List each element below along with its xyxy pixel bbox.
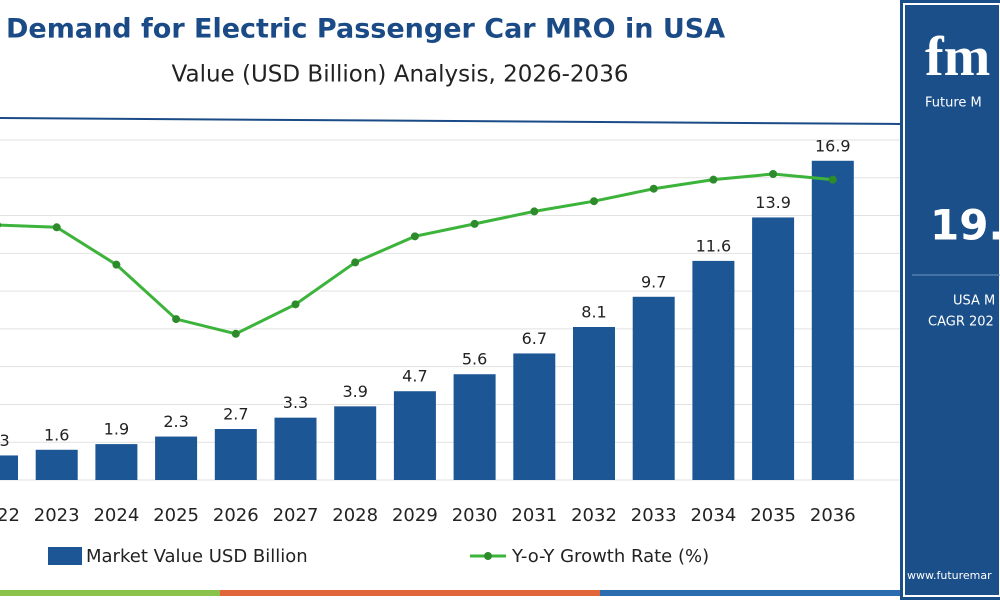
value-label: 5.6 xyxy=(462,350,487,369)
growth-point xyxy=(112,260,121,269)
legend-label: Market Value USD Billion xyxy=(86,546,308,567)
bar xyxy=(95,444,138,480)
growth-point xyxy=(351,258,360,267)
value-label: 9.7 xyxy=(641,272,666,291)
x-tick-label: 2032 xyxy=(571,505,617,526)
panel-border xyxy=(903,3,1000,597)
value-label: 1.9 xyxy=(104,420,129,439)
x-tick-label: 2035 xyxy=(750,505,796,526)
x-tick-label: 2034 xyxy=(690,505,736,526)
growth-point xyxy=(52,223,61,232)
x-tick-label: 2024 xyxy=(93,505,139,526)
x-tick-label: 2028 xyxy=(332,505,378,526)
bar xyxy=(692,260,735,480)
x-tick-label: 2023 xyxy=(34,505,80,526)
side-panel: fm Future M 19.9 USA M CAGR 202 www.futu… xyxy=(900,0,1000,600)
x-tick-label: 2026 xyxy=(213,505,259,526)
value-label: 13.9 xyxy=(755,193,791,212)
x-tick-label: 2029 xyxy=(392,505,438,526)
growth-point xyxy=(291,300,300,309)
value-label: 16.9 xyxy=(815,136,851,155)
bar xyxy=(513,353,556,480)
growth-point xyxy=(410,232,419,241)
value-label: 3.3 xyxy=(283,393,308,412)
x-tick-label: 2033 xyxy=(631,505,677,526)
value-label: 1.6 xyxy=(44,425,69,444)
bar xyxy=(334,406,377,480)
bar xyxy=(811,160,854,480)
stat: 19.9 xyxy=(930,201,1000,250)
bar xyxy=(752,217,795,480)
x-tick-label: 2027 xyxy=(273,505,319,526)
footer-bar xyxy=(220,590,600,596)
x-tick-label: 2036 xyxy=(810,505,856,526)
growth-point xyxy=(530,207,539,216)
bar xyxy=(214,429,257,480)
x-tick-label: 2025 xyxy=(153,505,199,526)
value-label: 11.6 xyxy=(696,236,732,255)
chart-subtitle: Value (USD Billion) Analysis, 2026-2036 xyxy=(172,62,629,88)
logo: fm xyxy=(925,26,990,88)
value-label: 8.1 xyxy=(581,303,606,322)
value-label: 4.7 xyxy=(402,367,427,386)
bar xyxy=(155,436,198,480)
value-label: 3.9 xyxy=(342,382,367,401)
header-rule xyxy=(0,117,901,125)
bar xyxy=(632,296,675,480)
bar xyxy=(573,327,615,480)
legend-label: Y-o-Y Growth Rate (%) xyxy=(511,546,709,567)
footer-bar xyxy=(0,590,220,596)
legend-swatch xyxy=(48,547,82,565)
x-tick-label: 2031 xyxy=(511,505,557,526)
growth-point xyxy=(649,184,658,193)
growth-point xyxy=(470,219,479,228)
growth-point xyxy=(0,222,1,228)
brand: Future M xyxy=(925,96,982,111)
value-label: 2.3 xyxy=(163,412,188,431)
chart-title: Demand for Electric Passenger Car MRO in… xyxy=(6,14,725,45)
bar xyxy=(274,417,317,480)
bar xyxy=(0,455,18,480)
growth-point xyxy=(709,175,718,184)
value-label: 2.7 xyxy=(223,405,248,424)
value-label: 6.7 xyxy=(522,329,547,348)
growth-point xyxy=(172,315,181,324)
url: www.futuremar xyxy=(907,569,992,582)
caption: USA M xyxy=(953,294,995,309)
legend-swatch xyxy=(484,552,492,560)
footer-bar xyxy=(600,590,900,596)
growth-point xyxy=(590,197,598,206)
panel-bg xyxy=(900,0,1000,600)
bar xyxy=(35,449,78,480)
x-tick-label: 2022 xyxy=(0,505,20,526)
x-tick-label: 2030 xyxy=(452,505,498,526)
growth-point xyxy=(231,329,240,338)
value-label: 1.3 xyxy=(0,431,10,450)
bar xyxy=(393,391,436,480)
growth-point xyxy=(828,175,837,184)
growth-point xyxy=(769,170,778,178)
bar xyxy=(453,374,496,480)
caption: CAGR 202 xyxy=(928,315,994,330)
